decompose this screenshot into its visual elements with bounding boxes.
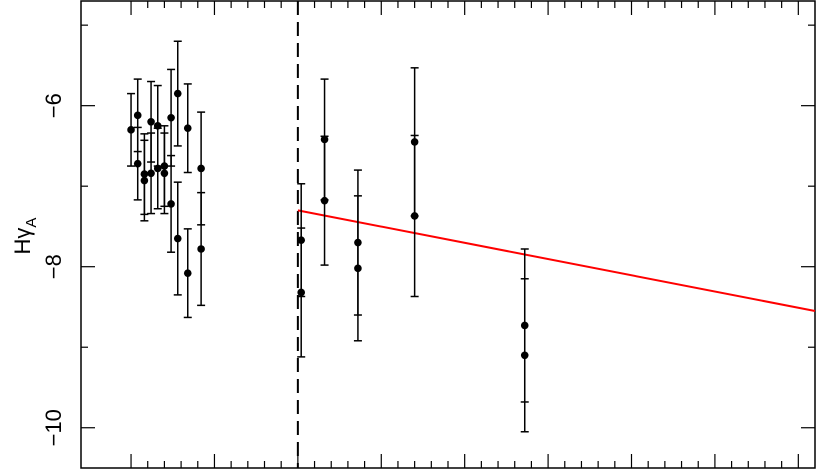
data-point xyxy=(173,89,182,98)
data-point xyxy=(354,264,362,273)
y-axis-label-main: Hγ xyxy=(10,228,35,255)
data-point xyxy=(197,245,205,253)
data-point xyxy=(127,126,135,134)
y-axis-label-sub: A xyxy=(23,218,40,228)
data-point xyxy=(520,351,529,360)
data-point xyxy=(147,169,155,178)
axis-ticks: −6 −8 −10 xyxy=(41,1,815,468)
fit-line xyxy=(297,209,816,312)
data-point xyxy=(197,164,205,173)
y-tick-label: −6 xyxy=(41,93,66,118)
data-point xyxy=(167,113,175,122)
y-tick-label: −8 xyxy=(41,254,66,279)
data-point xyxy=(140,176,149,185)
points-layer xyxy=(127,40,529,433)
y-tick-label: −10 xyxy=(41,409,66,446)
data-point xyxy=(147,117,155,126)
data-point xyxy=(320,196,329,205)
plot-frame xyxy=(80,0,816,469)
fit-layer xyxy=(297,209,816,312)
data-point xyxy=(133,159,142,168)
data-point xyxy=(183,269,192,277)
data-point xyxy=(160,169,169,178)
data-point xyxy=(173,234,182,243)
data-point xyxy=(167,200,175,208)
data-point xyxy=(410,212,419,220)
data-point xyxy=(183,124,192,133)
data-point xyxy=(133,111,142,120)
data-point xyxy=(297,288,306,297)
y-axis-label: HγA xyxy=(10,218,40,255)
data-point xyxy=(153,164,162,173)
